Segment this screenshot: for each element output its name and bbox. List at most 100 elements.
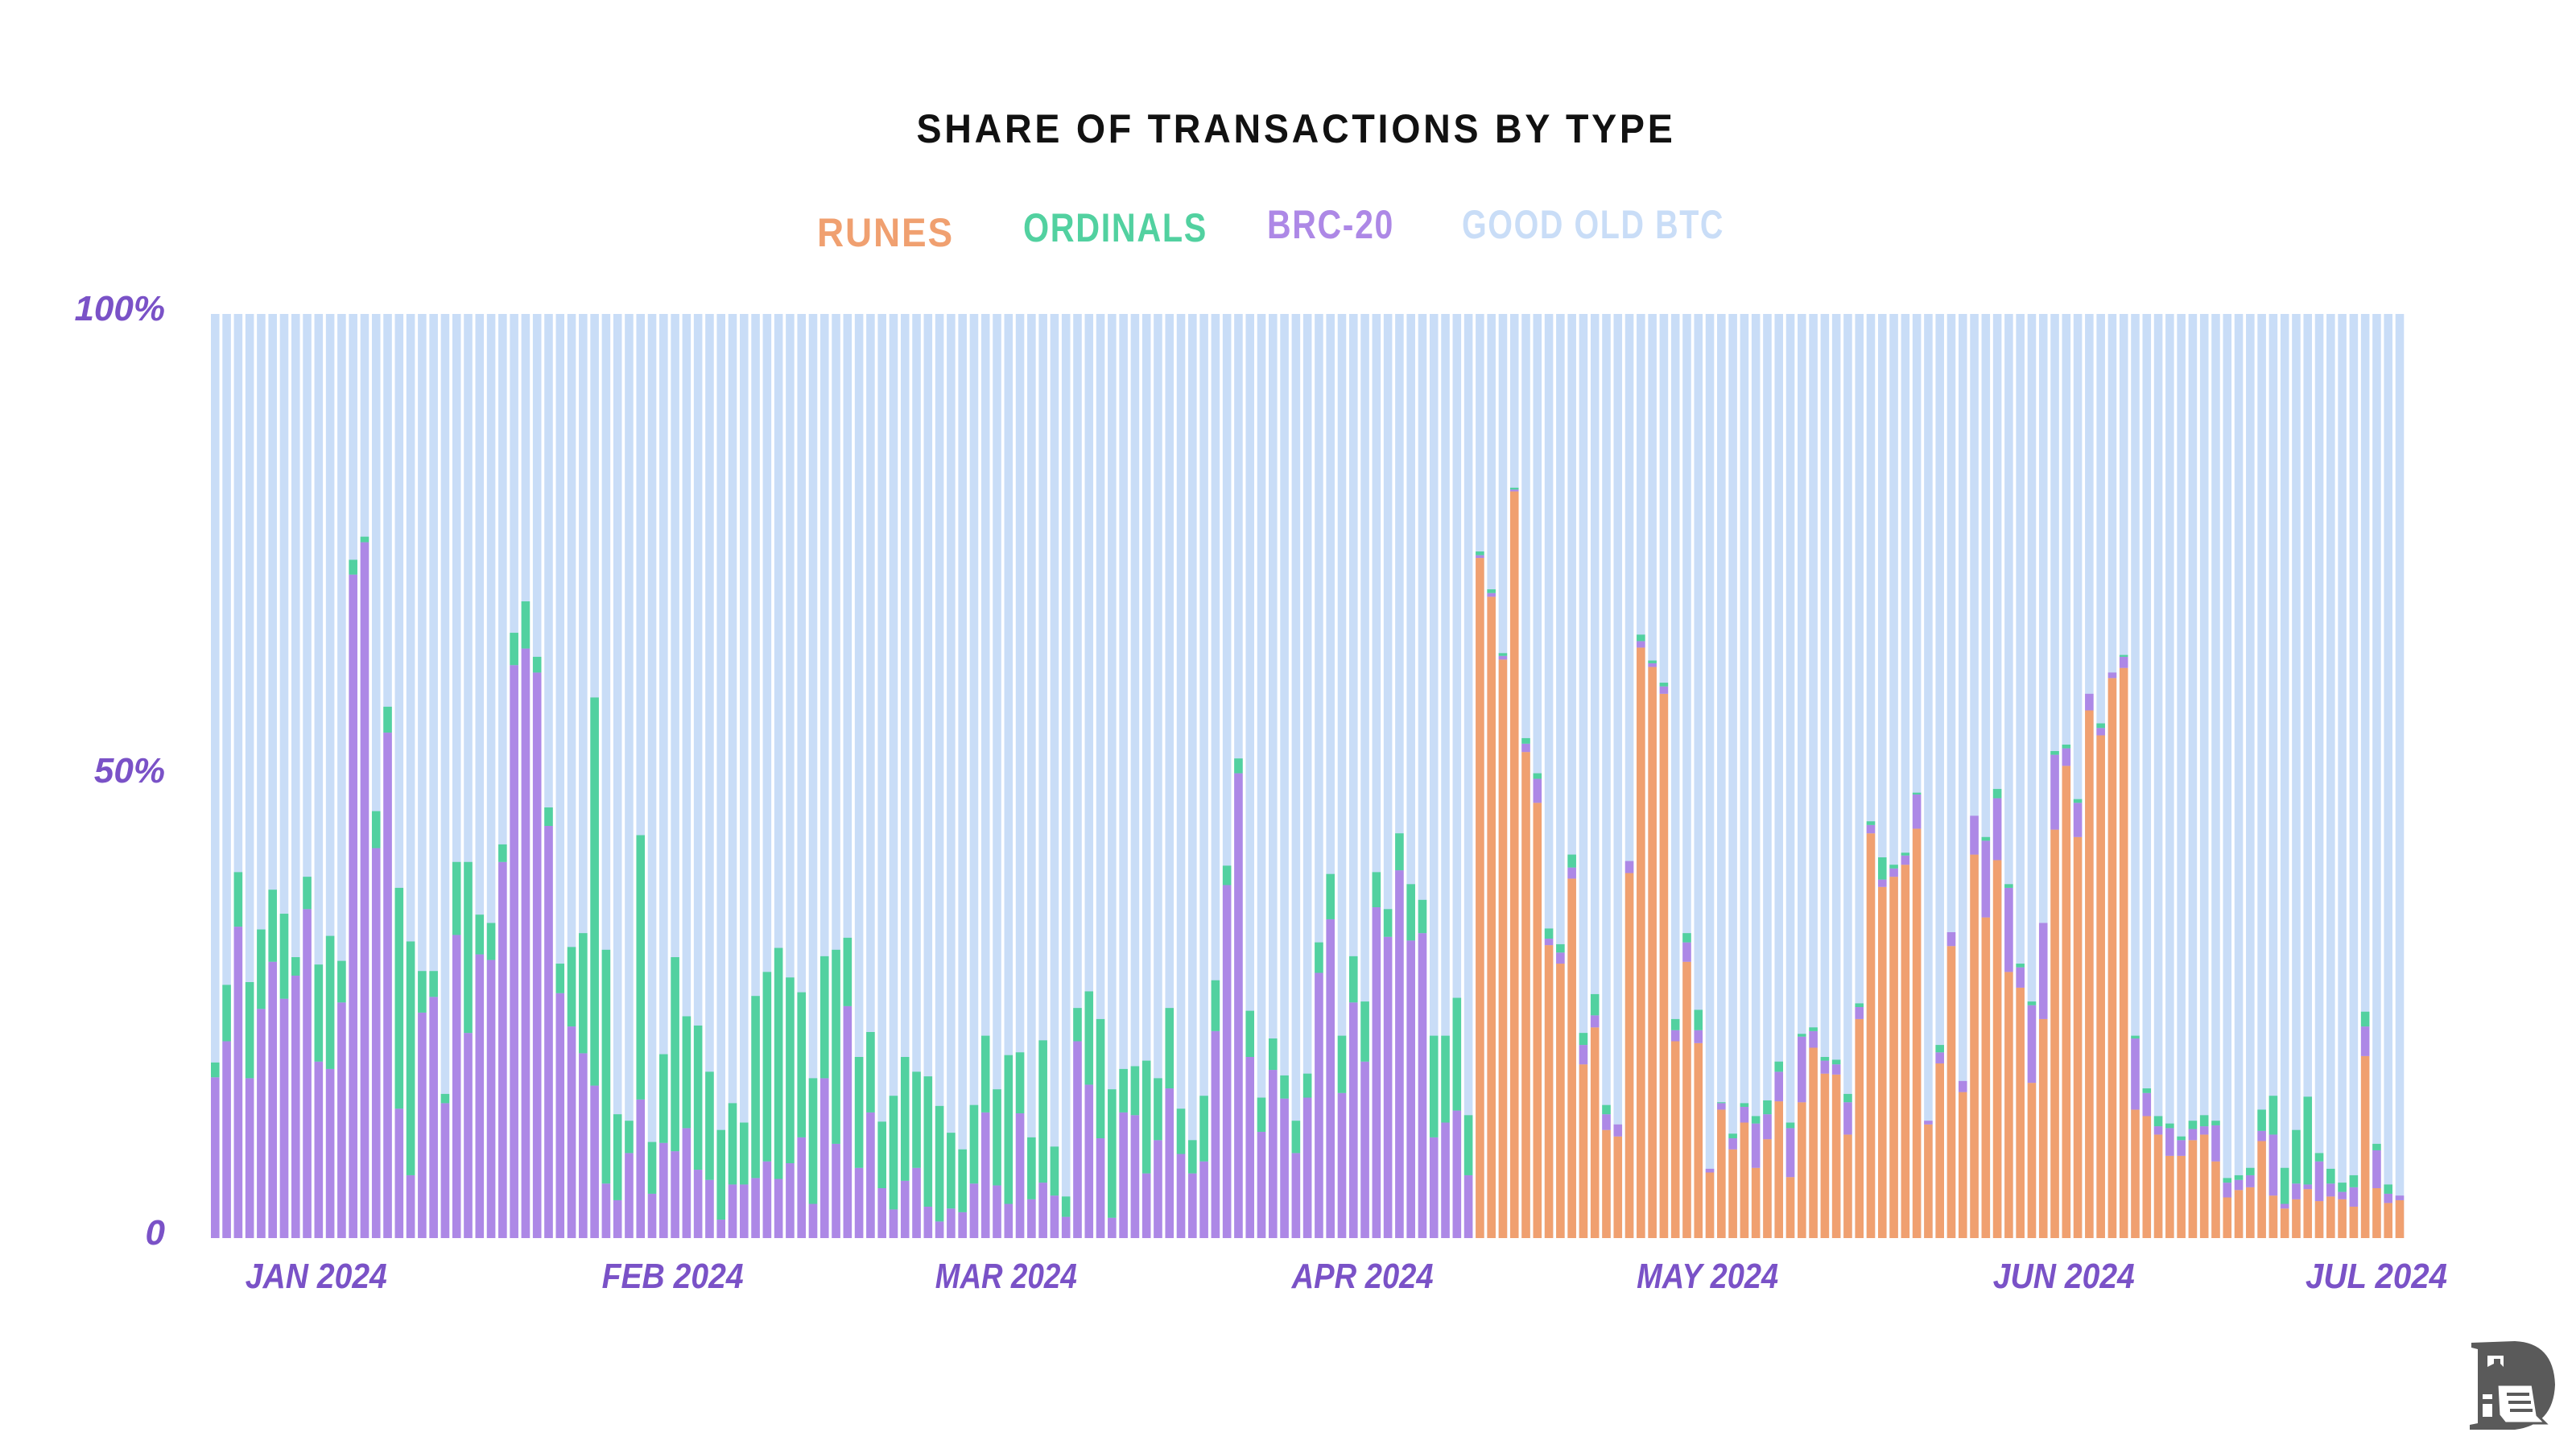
- bar-segment-good-old-btc: [900, 314, 910, 1238]
- bar-segment-good-old-btc: [1924, 314, 1933, 1238]
- bar-segment-brc-20: [2004, 887, 2013, 972]
- bar-segment-brc-20: [854, 1167, 864, 1238]
- bar-segment-good-old-btc: [2384, 314, 2392, 1238]
- bar-segment-good-old-btc: [601, 314, 611, 1238]
- bar-segment-ordinals: [980, 1035, 990, 1113]
- bar-segment-brc-20: [1556, 952, 1565, 964]
- bar-segment-good-old-btc: [1050, 314, 1059, 1238]
- bar-segment-brc-20: [1763, 1114, 1772, 1140]
- bar-segment-brc-20: [567, 1026, 576, 1238]
- bar-segment-good-old-btc: [1763, 314, 1772, 1238]
- bar-segment-good-old-btc: [2142, 314, 2152, 1238]
- bar-segment-ordinals: [1567, 854, 1576, 868]
- bar-segment-brc-20: [2211, 1125, 2220, 1162]
- bar-segment-ordinals: [268, 890, 277, 962]
- bar-segment-ordinals: [786, 977, 795, 1164]
- bar-segment-runes: [2050, 829, 2059, 1238]
- bar-segment-brc-20: [601, 1183, 611, 1238]
- bar-segment-good-old-btc: [452, 314, 461, 1238]
- bar-segment-ordinals: [2349, 1174, 2359, 1187]
- bar-segment-good-old-btc: [889, 314, 898, 1238]
- bar-segment-good-old-btc: [1958, 314, 1967, 1238]
- bar-segment-brc-20: [303, 909, 312, 1238]
- bar-segment-runes: [1659, 693, 1669, 1238]
- bar-segment-ordinals: [693, 1025, 703, 1170]
- bar-segment-good-old-btc: [1567, 314, 1576, 1238]
- bar-segment-brc-20: [1441, 1122, 1450, 1238]
- bar-segment-brc-20: [233, 927, 243, 1238]
- bar-segment-runes: [1602, 1129, 1611, 1238]
- bar-segment-ordinals: [947, 1133, 956, 1209]
- bar-segment-brc-20: [682, 1128, 691, 1238]
- bar-segment-ordinals: [2142, 1088, 2152, 1093]
- bar-segment-ordinals: [452, 861, 461, 935]
- bar-segment-good-old-btc: [1831, 314, 1841, 1238]
- bar-segment-ordinals: [2199, 1115, 2209, 1127]
- bar-segment-brc-20: [889, 1209, 898, 1238]
- bar-segment-ordinals: [429, 971, 438, 997]
- bar-segment-ordinals: [1659, 683, 1669, 687]
- bar-segment-ordinals: [1637, 634, 1645, 642]
- bar-segment-runes: [1567, 878, 1576, 1238]
- bar-segment-ordinals: [2153, 1116, 2163, 1127]
- bar-segment-ordinals: [1544, 928, 1554, 939]
- bar-segment-ordinals: [819, 956, 829, 1079]
- bar-segment-brc-20: [2326, 1183, 2335, 1197]
- bar-segment-good-old-btc: [935, 314, 944, 1238]
- publisher-logo: [2470, 1341, 2555, 1430]
- x-tick-label: APR 2024: [1291, 1257, 1434, 1296]
- bar-segment-ordinals: [1245, 1010, 1255, 1057]
- bar-segment-ordinals: [969, 1104, 979, 1184]
- bar-segment-brc-20: [1141, 1173, 1151, 1238]
- bar-segment-good-old-btc: [1809, 314, 1818, 1238]
- bar-segment-brc-20: [325, 1068, 335, 1238]
- bar-segment-brc-20: [2349, 1187, 2359, 1207]
- bar-segment-ordinals: [1452, 997, 1462, 1111]
- bar-segment-runes: [2038, 1018, 2048, 1238]
- bar-segment-runes: [1924, 1124, 1933, 1238]
- bar-segment-good-old-btc: [394, 314, 404, 1238]
- bar-segment-good-old-btc: [1337, 314, 1347, 1238]
- bar-segment-ordinals: [1992, 789, 2002, 799]
- bar-segment-brc-20: [2153, 1126, 2163, 1135]
- bar-segment-ordinals: [647, 1141, 657, 1194]
- bar-segment-brc-20: [1337, 1092, 1347, 1238]
- bar-segment-brc-20: [980, 1112, 990, 1238]
- bar-segment-brc-20: [843, 1005, 852, 1238]
- bar-segment-ordinals: [636, 835, 646, 1100]
- bar-segment-ordinals: [1682, 933, 1691, 943]
- bar-segment-brc-20: [728, 1184, 737, 1238]
- bar-segment-runes: [2131, 1109, 2140, 1238]
- bar-segment-good-old-btc: [268, 314, 277, 1238]
- bar-segment-ordinals: [808, 1078, 818, 1204]
- bar-segment-good-old-btc: [406, 314, 415, 1238]
- bar-segment-runes: [1946, 946, 1956, 1238]
- bar-segment-good-old-btc: [486, 314, 496, 1238]
- bar-segment-ordinals: [383, 706, 392, 733]
- bar-segment-good-old-btc: [762, 314, 772, 1238]
- bar-segment-ordinals: [1406, 884, 1415, 941]
- bar-segment-good-old-btc: [636, 314, 646, 1238]
- bar-segment-good-old-btc: [1073, 314, 1082, 1238]
- bar-segment-brc-20: [693, 1170, 703, 1238]
- bar-segment-runes: [1843, 1134, 1852, 1238]
- bar-segment-ordinals: [1590, 993, 1600, 1016]
- bar-segment-good-old-btc: [2292, 314, 2301, 1238]
- bar-segment-good-old-btc: [2268, 314, 2278, 1238]
- bar-segment-brc-20: [510, 665, 518, 1238]
- bar-segment-brc-20: [1866, 824, 1876, 834]
- bar-segment-good-old-btc: [1901, 314, 1910, 1238]
- bar-segment-brc-20: [371, 848, 381, 1238]
- bar-segment-good-old-btc: [1602, 314, 1611, 1238]
- bar-segment-good-old-btc: [1556, 314, 1565, 1238]
- bar-segment-ordinals: [532, 656, 542, 673]
- bar-segment-good-old-btc: [1165, 314, 1174, 1238]
- bar-segment-brc-20: [440, 1103, 450, 1238]
- bar-segment-good-old-btc: [233, 314, 243, 1238]
- bar-segment-brc-20: [1935, 1052, 1944, 1064]
- bar-segment-ordinals: [1269, 1038, 1278, 1071]
- bar-segment-brc-20: [1004, 1203, 1013, 1238]
- bar-segment-good-old-btc: [337, 314, 346, 1238]
- bar-segment-ordinals: [659, 1054, 668, 1143]
- bar-segment-ordinals: [2223, 1178, 2232, 1183]
